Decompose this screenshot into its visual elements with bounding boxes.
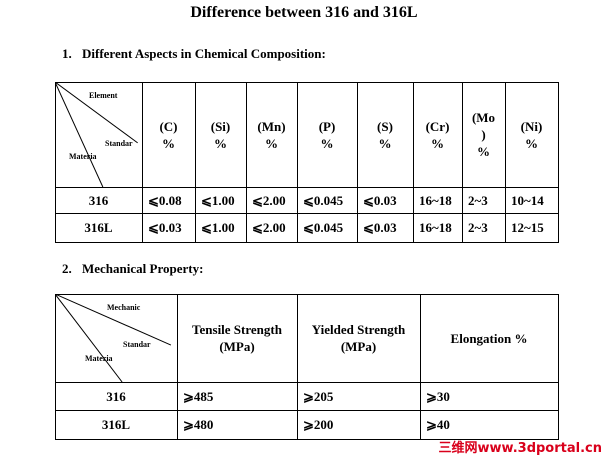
diagonal <box>55 82 138 144</box>
section-heading: Mechanical Property: <box>82 261 204 276</box>
data-cell: ⩽0.03 <box>142 213 196 243</box>
diagonal <box>55 82 104 187</box>
data-cell: ⩽2.00 <box>246 187 298 214</box>
title: Difference between 316 and 316L <box>190 4 418 21</box>
corner-label: Mechanic <box>107 303 141 312</box>
corner-label: Standar <box>105 139 133 148</box>
section-number: 1. <box>62 46 72 61</box>
row-header: 316 <box>55 187 143 214</box>
diagonal <box>55 294 172 346</box>
corner-diagonals <box>55 294 172 382</box>
data-cell: ⩽0.045 <box>297 213 358 243</box>
column-header: Tensile Strength (MPa) <box>177 294 298 383</box>
data-cell: ⩾40 <box>420 410 559 440</box>
watermark: 三维网www.3dportal.cn <box>438 441 602 456</box>
data-cell: ⩽0.03 <box>357 187 414 214</box>
row-header: 316L <box>55 410 178 440</box>
data-cell: ⩽0.08 <box>142 187 196 214</box>
corner-cell: Mechanic Standar Materia <box>55 294 178 383</box>
data-cell: ⩾200 <box>297 410 421 440</box>
data-cell: ⩾480 <box>177 410 298 440</box>
property-table: Mechanic Standar Materia Tensile Strength (… <box>55 294 559 440</box>
column-header: (Ni) % <box>505 82 559 188</box>
corner-diagonals <box>55 82 138 187</box>
column-header: (Cr) % <box>413 82 463 188</box>
column-header: (C) % <box>142 82 196 188</box>
data-cell: 16~18 <box>413 213 463 243</box>
data-cell: ⩾30 <box>420 382 559 411</box>
column-header: Elongation % <box>420 294 559 383</box>
data-cell: 2~3 <box>462 187 506 214</box>
composition-table: Element Standar Materia (C) % (Si) % (Mn) % (P… <box>55 82 559 243</box>
column-header: (S) % <box>357 82 414 188</box>
column-header: Yielded Strength (MPa) <box>297 294 421 383</box>
data-cell: ⩽0.045 <box>297 187 358 214</box>
column-header: (Mn) % <box>246 82 298 188</box>
corner-cell: Element Standar Materia <box>55 82 143 188</box>
data-cell: ⩽1.00 <box>195 187 247 214</box>
row-header: 316L <box>55 213 143 243</box>
column-header: (Si) % <box>195 82 247 188</box>
corner-label: Element <box>89 91 118 100</box>
corner-label: Standar <box>123 340 151 349</box>
data-cell: ⩾485 <box>177 382 298 411</box>
column-header: (Mo ) % <box>462 82 506 188</box>
corner-label: Materia <box>85 354 113 363</box>
data-cell: 2~3 <box>462 213 506 243</box>
data-cell: ⩽0.03 <box>357 213 414 243</box>
data-cell: 12~15 <box>505 213 559 243</box>
data-cell: ⩾205 <box>297 382 421 411</box>
column-header: (P) % <box>297 82 358 188</box>
section-number: 2. <box>62 261 72 276</box>
data-cell: ⩽2.00 <box>246 213 298 243</box>
section-heading: Different Aspects in Chemical Compositio… <box>82 46 326 61</box>
data-cell: ⩽1.00 <box>195 213 247 243</box>
corner-label: Materia <box>69 152 97 161</box>
row-header: 316 <box>55 382 178 411</box>
diagonal <box>55 294 123 382</box>
data-cell: 16~18 <box>413 187 463 214</box>
data-cell: 10~14 <box>505 187 559 214</box>
